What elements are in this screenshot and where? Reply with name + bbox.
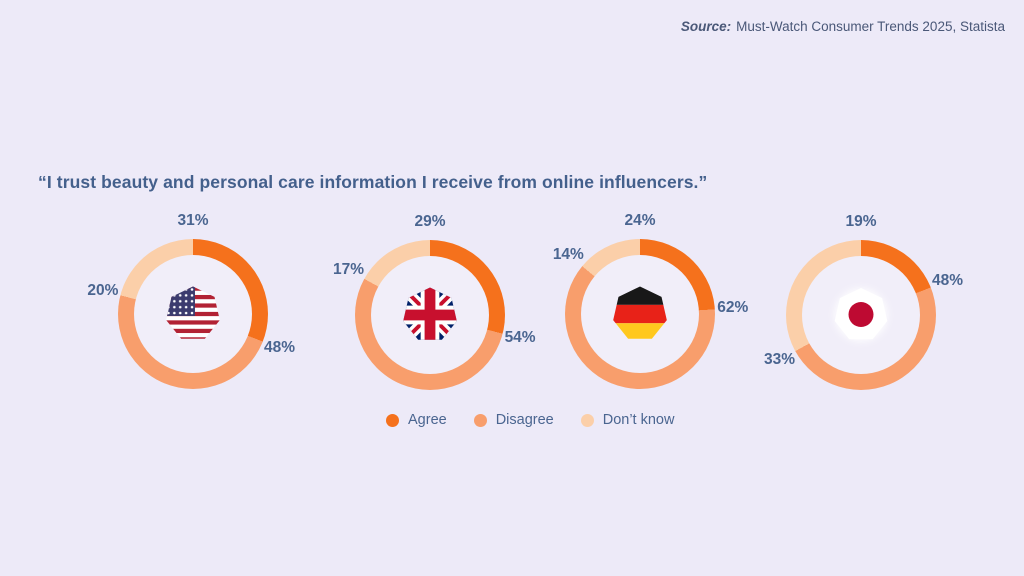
donut-chart-japan: 19% 48% 33%	[764, 213, 963, 390]
uk-flag-icon	[403, 287, 458, 343]
percent-label: 33%	[764, 350, 796, 368]
donut-chart-united-kingdom: 29% 54% 17%	[333, 213, 536, 390]
dont-know-dot-icon	[580, 413, 594, 427]
percent-label: 17%	[333, 261, 365, 279]
percent-label: 48%	[263, 339, 295, 357]
percent-label: 48%	[931, 271, 963, 289]
percent-label: 29%	[414, 213, 446, 230]
source-label: Source:	[680, 19, 732, 34]
chart-title: “I trust beauty and personal care inform…	[38, 172, 708, 192]
legend-label: Disagree	[495, 412, 554, 428]
legend-item-agree: Agree	[386, 412, 447, 428]
disagree-dot-icon	[473, 413, 487, 427]
donut-chart-germany: 24% 62% 14%	[553, 212, 748, 389]
source-text: Must-Watch Consumer Trends 2025, Statist…	[736, 19, 1005, 34]
percent-label: 20%	[87, 281, 119, 299]
agree-dot-icon	[386, 413, 399, 427]
percent-label: 54%	[504, 329, 536, 347]
legend-item-dont-know: Don’t know	[580, 412, 675, 428]
percent-label: 62%	[717, 299, 749, 317]
source-attribution: Source: Must-Watch Consumer Trends 2025, …	[681, 19, 1005, 34]
germany-flag-icon	[613, 286, 668, 342]
usa-flag-icon	[166, 286, 221, 342]
percent-label: 24%	[624, 212, 656, 229]
percent-label: 14%	[552, 245, 584, 263]
percent-label: 19%	[845, 213, 877, 230]
legend-label: Don’t know	[602, 412, 675, 428]
japan-flag-icon	[824, 278, 898, 352]
donut-chart-united-states: 31% 48% 20%	[87, 212, 295, 389]
legend-item-disagree: Disagree	[473, 412, 554, 428]
percent-label: 31%	[177, 212, 209, 229]
legend: Agree Disagree Don’t know	[386, 412, 674, 428]
legend-label: Agree	[408, 412, 447, 428]
